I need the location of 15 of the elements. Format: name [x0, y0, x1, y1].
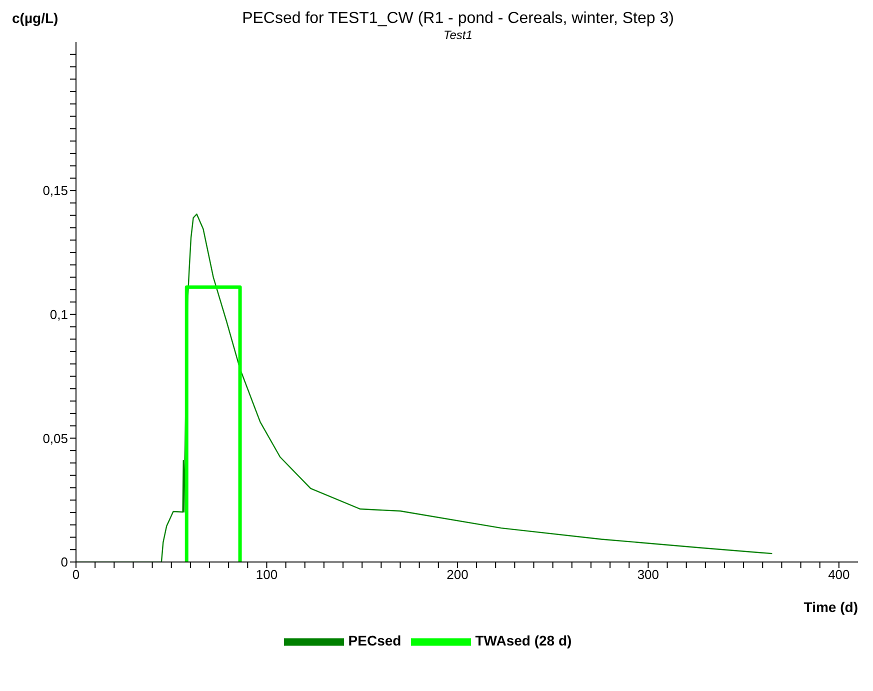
legend-label: PECsed	[348, 632, 402, 649]
x-tick-label: 400	[828, 567, 850, 582]
y-tick-label: 0	[60, 554, 68, 570]
chart-subtitle: Test1	[442, 28, 474, 42]
x-tick-label: 0	[72, 567, 80, 582]
x-tick-label: 200	[446, 567, 468, 582]
x-tick-label: 300	[637, 567, 660, 582]
legend-label: TWAsed (28 d)	[475, 632, 572, 649]
y-tick-label: 0,1	[50, 306, 68, 322]
chart-title: PECsed for TEST1_CW (R1 - pond - Cereals, winter, Step 3)	[242, 10, 674, 27]
x-axis-title: Time (d)	[804, 599, 858, 615]
x-tick-label: 100	[256, 567, 278, 582]
y-tick-label: 0,05	[42, 430, 68, 446]
y-tick-label: 0,15	[42, 183, 68, 198]
y-axis-title: c(µg/L)	[12, 10, 58, 26]
